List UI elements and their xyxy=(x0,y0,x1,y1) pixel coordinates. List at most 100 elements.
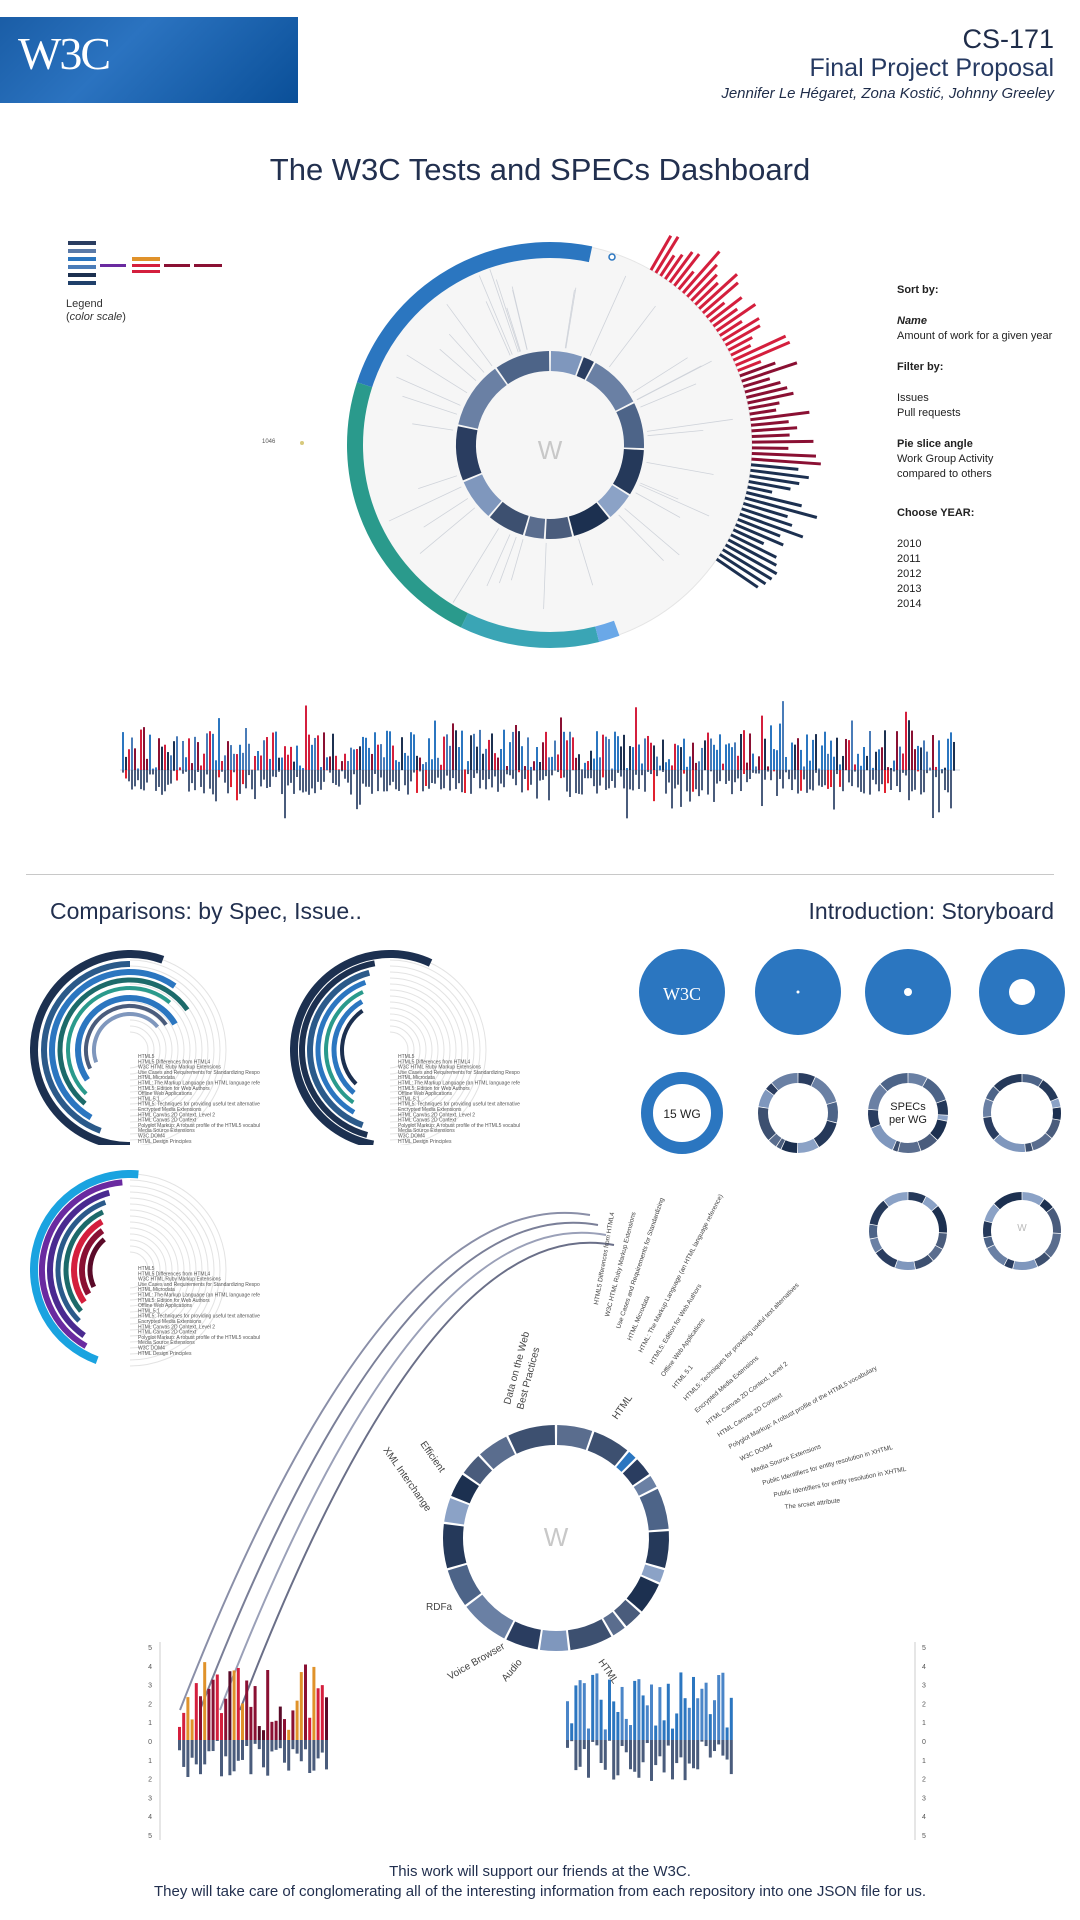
radial-link-line xyxy=(543,542,547,610)
radial-inner-lines xyxy=(388,269,733,610)
comparison-guide-arc xyxy=(129,1245,155,1295)
story-ring-segment xyxy=(1039,1199,1053,1213)
left-bar-down xyxy=(186,1740,190,1778)
arc-handle[interactable] xyxy=(608,253,616,261)
timeline-bar-down xyxy=(422,770,424,792)
timeline-bar-down xyxy=(176,770,178,781)
timeline-bar-up xyxy=(902,753,904,770)
timeline-bar-up xyxy=(284,746,286,770)
year-option[interactable]: 2010 xyxy=(897,538,922,550)
timeline-bar-up xyxy=(914,749,916,770)
timeline-bar-up xyxy=(365,737,367,770)
timeline-bar-up xyxy=(524,766,526,770)
timeline-bar-down xyxy=(137,770,139,781)
left-bar-down xyxy=(182,1740,186,1767)
timeline-bar-up xyxy=(395,760,397,770)
timeline-bar-down xyxy=(392,770,394,782)
timeline-bar-up xyxy=(908,720,910,770)
filter-prs-option[interactable]: Pull requests xyxy=(897,407,961,419)
timeline-bar-up xyxy=(320,767,322,770)
left-bar-up xyxy=(249,1706,253,1740)
timeline-bar-up xyxy=(632,747,634,770)
timeline-bar-down xyxy=(269,770,271,787)
right-axis-tick: 4 xyxy=(922,1664,926,1671)
sort-name-option[interactable]: Name xyxy=(897,315,927,327)
left-axis-tick: 2 xyxy=(148,1777,152,1784)
timeline-bar-up xyxy=(917,745,919,770)
timeline-bar-up xyxy=(122,732,124,770)
radial-link-line xyxy=(412,423,454,431)
left-bar-up xyxy=(207,1688,211,1740)
year-option[interactable]: 2014 xyxy=(897,598,922,610)
radial-link-line xyxy=(495,279,521,352)
comparison-arc xyxy=(324,990,364,1105)
timeline-bar-down xyxy=(380,770,382,778)
timeline-bar-up xyxy=(617,736,619,770)
timeline-bar-down xyxy=(680,770,682,807)
big-ring-segment xyxy=(479,1436,516,1470)
right-bar-down xyxy=(633,1740,637,1772)
left-bar-down xyxy=(211,1740,215,1752)
timeline-bar-down xyxy=(161,770,163,795)
story-ring-segment xyxy=(1052,1107,1061,1120)
timeline-bar-down xyxy=(761,770,763,807)
right-bar-up xyxy=(708,1714,712,1740)
timeline-bar-down xyxy=(875,770,877,785)
story-ring-segment xyxy=(766,1083,779,1096)
year-option[interactable]: 2013 xyxy=(897,583,922,595)
timeline-bar-up xyxy=(887,767,889,770)
timeline-bar-up xyxy=(218,718,220,770)
comparison-spec-item: Use Cases and Requirements for Standardi… xyxy=(138,1070,260,1076)
comparison-spec-item: Offline Web Applications xyxy=(398,1091,453,1097)
right-bar-down xyxy=(671,1740,674,1780)
comparison-guide-arc xyxy=(389,1031,409,1069)
timeline-bar-up xyxy=(206,733,208,770)
right-bar-up xyxy=(713,1700,716,1740)
timeline-bar-up xyxy=(731,747,733,770)
radial-burst-bar xyxy=(705,301,726,319)
comparison-spec-item: Encrypted Media Extensions xyxy=(138,1107,202,1113)
left-bar-up xyxy=(299,1672,303,1740)
timeline-bar-down xyxy=(815,770,817,773)
timeline-bar-down xyxy=(236,770,238,801)
radial-burst-bar xyxy=(724,324,761,347)
sort-amount-option[interactable]: Amount of work for a given year xyxy=(897,330,1053,342)
radial-burst-bar xyxy=(737,517,781,538)
comparison-guide-arc xyxy=(129,1007,173,1093)
comparison-spec-item: HTML5 xyxy=(138,1266,155,1272)
year-option[interactable]: 2012 xyxy=(897,568,922,580)
big-ring-segment xyxy=(466,1594,514,1639)
right-bar-up xyxy=(721,1672,725,1740)
timeline-bar-down xyxy=(131,770,133,790)
radial-link-line xyxy=(646,418,733,432)
timeline-bar-down xyxy=(446,770,448,776)
left-bar-down xyxy=(190,1740,194,1758)
radial-burst-bar xyxy=(649,235,673,271)
comparison-arc xyxy=(79,1228,105,1296)
marker-dot[interactable] xyxy=(300,441,304,445)
right-bar-down xyxy=(582,1740,586,1750)
timeline-bar-up xyxy=(422,764,424,770)
left-axis-tick: 4 xyxy=(148,1814,152,1821)
comparison-spec-item: HTML Canvas 2D Context, Level 2 xyxy=(138,1324,215,1330)
timeline-bar-up xyxy=(404,752,406,770)
timeline-bar-down xyxy=(563,770,565,778)
left-bar-up xyxy=(194,1683,198,1740)
timeline-bar-down xyxy=(611,770,613,781)
radial-bursts xyxy=(649,235,821,589)
filter-issues-option[interactable]: Issues xyxy=(897,392,929,404)
timeline-bar-up xyxy=(677,745,679,770)
timeline-bar-down xyxy=(533,770,535,771)
year-option[interactable]: 2011 xyxy=(897,553,921,565)
right-bar-up xyxy=(717,1675,721,1740)
timeline-bar-up xyxy=(434,720,436,770)
comparison-spec-item: HTML Canvas 2D Context xyxy=(138,1118,197,1124)
comparison-spec-item: HTML5 xyxy=(138,1054,155,1060)
timeline-bar-up xyxy=(881,747,883,770)
timeline-bar-down xyxy=(287,770,289,786)
timeline-bar-up xyxy=(803,766,805,770)
timeline-bar-down xyxy=(473,770,475,778)
timeline-bar-up xyxy=(245,728,247,770)
left-bar-down xyxy=(220,1740,223,1777)
right-bar-down xyxy=(645,1740,649,1744)
